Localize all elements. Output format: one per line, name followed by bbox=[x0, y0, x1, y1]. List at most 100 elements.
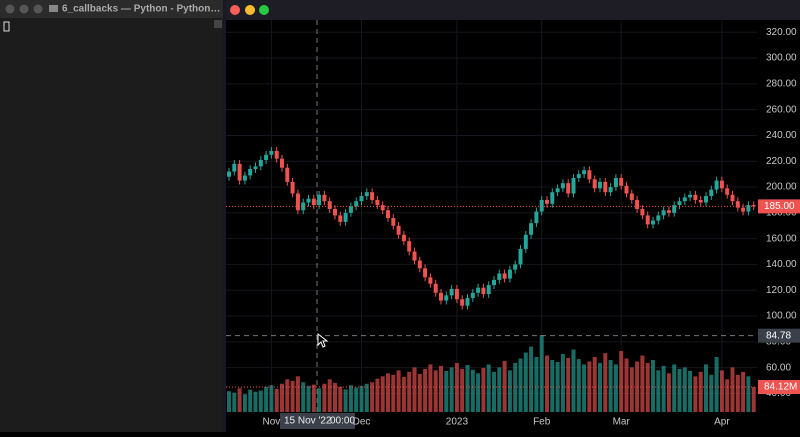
candle-body bbox=[354, 201, 359, 207]
volume-bar bbox=[725, 379, 730, 412]
volume-bar bbox=[598, 362, 602, 412]
candle-body bbox=[444, 295, 449, 301]
candle-body bbox=[651, 220, 655, 225]
candle-body bbox=[481, 287, 486, 295]
cursor-block bbox=[3, 21, 10, 32]
volume-bar bbox=[613, 364, 618, 412]
candle-body bbox=[682, 197, 687, 202]
close-button[interactable] bbox=[230, 5, 240, 15]
volume-bar bbox=[619, 351, 624, 412]
volume-bar bbox=[629, 367, 634, 412]
volume-bar bbox=[603, 353, 608, 412]
volume-bar bbox=[534, 357, 539, 412]
volume-bar bbox=[529, 346, 534, 412]
volume-bar bbox=[560, 354, 565, 412]
candle-body bbox=[364, 192, 369, 197]
candle-body bbox=[719, 180, 724, 189]
minimize-button[interactable] bbox=[19, 4, 29, 14]
volume-bar bbox=[285, 379, 290, 412]
volume-bar bbox=[545, 355, 549, 412]
volume-bar bbox=[608, 359, 613, 412]
volume-bar bbox=[666, 373, 671, 412]
y-tick-label: 200.00 bbox=[766, 182, 797, 193]
volume-bar bbox=[730, 367, 735, 412]
volume-bar bbox=[513, 362, 518, 412]
candle-body bbox=[370, 192, 375, 200]
volume-bar bbox=[264, 386, 269, 412]
volume-bar bbox=[523, 352, 528, 412]
candle-body bbox=[227, 171, 231, 177]
volume-bar bbox=[290, 380, 295, 412]
candle-body bbox=[688, 194, 693, 198]
candle-body bbox=[380, 205, 385, 211]
zoom-button[interactable] bbox=[259, 5, 269, 15]
volume-bar bbox=[507, 370, 512, 412]
candle-body bbox=[730, 194, 735, 202]
zoom-button[interactable] bbox=[33, 4, 43, 14]
candle-body bbox=[539, 199, 544, 212]
candle-body bbox=[640, 208, 645, 216]
candle-body bbox=[666, 210, 671, 213]
candle-body bbox=[698, 199, 703, 203]
folder-icon bbox=[49, 5, 58, 12]
candle-body bbox=[338, 215, 343, 222]
candle-body bbox=[603, 181, 608, 193]
volume-bar bbox=[391, 374, 396, 412]
last-volume-box bbox=[758, 379, 800, 394]
candle-body bbox=[619, 178, 624, 186]
terminal-titlebar bbox=[0, 0, 223, 18]
candle-body bbox=[613, 178, 618, 188]
candle-body bbox=[502, 273, 507, 279]
volume-bar bbox=[380, 376, 385, 412]
x-tick-label: Nov bbox=[263, 417, 281, 428]
volume-bar bbox=[444, 370, 449, 412]
mouse-cursor bbox=[317, 332, 329, 348]
volume-bar bbox=[439, 365, 443, 412]
crosshair-time: 00:00 bbox=[330, 416, 355, 427]
candle-body bbox=[396, 225, 401, 235]
volume-bar bbox=[492, 371, 496, 412]
candle-body bbox=[582, 170, 587, 175]
candle-body bbox=[476, 287, 481, 293]
candle-body bbox=[518, 248, 523, 265]
volume-bar bbox=[661, 365, 666, 412]
candle-body bbox=[645, 215, 650, 225]
candle-body bbox=[486, 285, 491, 295]
close-button[interactable] bbox=[5, 4, 15, 14]
candle-body bbox=[449, 288, 454, 296]
volume-bar bbox=[322, 383, 327, 412]
candle-body bbox=[592, 179, 597, 189]
candle-body bbox=[264, 154, 269, 160]
volume-bar bbox=[709, 374, 714, 412]
candle-body bbox=[672, 205, 677, 213]
candle-body bbox=[274, 150, 279, 159]
volume-bar bbox=[396, 370, 401, 412]
volume-bar bbox=[746, 376, 751, 412]
volume-bar bbox=[338, 386, 343, 412]
volume-bar bbox=[704, 364, 708, 412]
volume-bar bbox=[682, 367, 687, 412]
minimize-button[interactable] bbox=[245, 5, 255, 15]
candle-body bbox=[237, 163, 242, 181]
candle-body bbox=[656, 215, 661, 221]
volume-bar bbox=[401, 376, 406, 412]
volume-bar bbox=[295, 376, 300, 412]
candle-body bbox=[693, 194, 698, 200]
volume-bar bbox=[571, 349, 576, 412]
candle-body bbox=[550, 192, 555, 204]
volume-bar bbox=[428, 364, 433, 412]
volume-bar bbox=[417, 373, 422, 412]
candle-body bbox=[343, 212, 348, 222]
y-tick-label: 300.00 bbox=[766, 53, 797, 64]
candle-body bbox=[322, 194, 327, 202]
candle-body bbox=[258, 159, 263, 167]
last-price-box bbox=[758, 199, 800, 214]
candle-body bbox=[470, 292, 475, 298]
volume-bar bbox=[317, 388, 322, 412]
candle-body bbox=[576, 174, 581, 179]
candle-body bbox=[714, 180, 719, 190]
candle-body bbox=[232, 163, 237, 172]
volume-bar bbox=[412, 367, 417, 412]
volume-bar bbox=[741, 371, 746, 412]
candle-body bbox=[598, 181, 602, 189]
